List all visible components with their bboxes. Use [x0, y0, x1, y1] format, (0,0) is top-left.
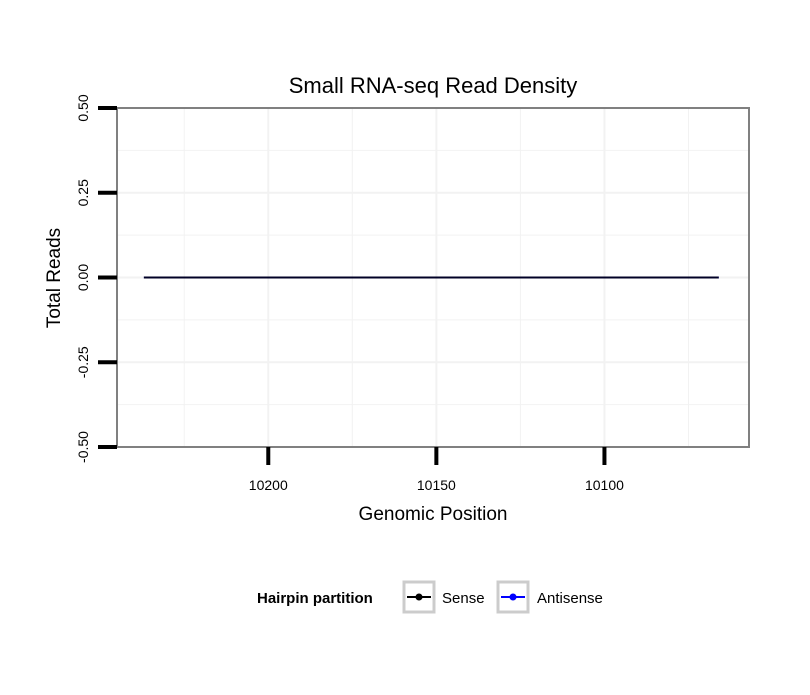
legend-label-sense: Sense	[442, 590, 485, 607]
legend-title: Hairpin partition	[257, 590, 373, 607]
legend-key-sense-dot	[415, 593, 423, 601]
x-axis-ticks: 10200 10150 10100	[249, 447, 624, 493]
x-tick-label: 10200	[249, 477, 288, 493]
legend-key-antisense-dot	[509, 593, 517, 601]
x-tick-label: 10150	[417, 477, 456, 493]
legend-label-antisense: Antisense	[537, 590, 603, 607]
y-tick-label: 0.00	[75, 264, 91, 291]
legend: Hairpin partition Sense Antisense	[257, 580, 603, 614]
y-tick-label: 0.50	[75, 94, 91, 121]
x-tick-label: 10100	[585, 477, 624, 493]
y-tick-label: -0.25	[75, 346, 91, 378]
y-axis-label: Total Reads	[44, 228, 65, 328]
x-axis-label: Genomic Position	[359, 504, 508, 525]
chart-title: Small RNA-seq Read Density	[289, 73, 578, 98]
y-tick-label: -0.50	[75, 431, 91, 463]
y-axis-ticks: -0.50 -0.25 0.00 0.25 0.50	[75, 94, 117, 463]
y-tick-label: 0.25	[75, 179, 91, 206]
